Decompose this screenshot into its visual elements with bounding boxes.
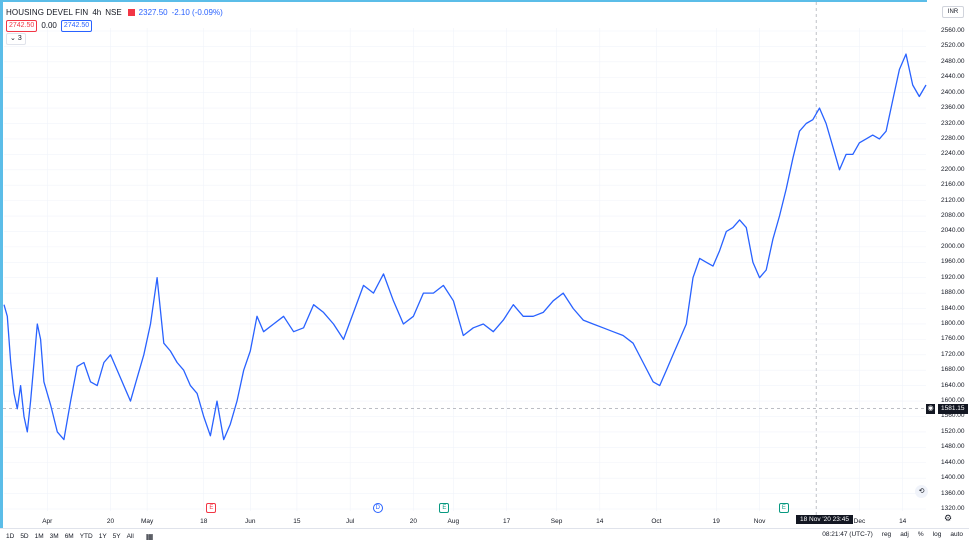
x-tick-label: 18: [200, 518, 208, 525]
y-tick-label: 1920.00: [941, 273, 965, 281]
x-tick-label: Oct: [651, 518, 662, 525]
x-tick-label: 14: [899, 518, 907, 525]
y-tick-label: 1680.00: [941, 366, 965, 374]
x-tick-label: Jul: [346, 518, 355, 525]
y-tick-label: 1600.00: [941, 397, 965, 405]
window-border-left: [0, 0, 3, 543]
range-button-all[interactable]: All: [126, 533, 134, 540]
y-tick-label: 1840.00: [941, 304, 965, 312]
x-tick-label: May: [140, 518, 154, 525]
exchange-label: NSE: [105, 8, 122, 17]
y-tick-label: 1360.00: [941, 489, 965, 497]
y-tick-label: 1760.00: [941, 335, 965, 343]
chevron-down-icon: ⌄: [10, 34, 16, 42]
y-tick-label: 2080.00: [941, 212, 965, 220]
x-tick-label: Nov: [753, 518, 766, 525]
x-tick-label: 17: [502, 518, 511, 525]
earnings-marker[interactable]: E: [439, 503, 450, 513]
last-price: 2327.50: [138, 8, 168, 17]
y-tick-label: 1320.00: [941, 505, 965, 512]
y-tick-label: 1640.00: [941, 381, 965, 389]
y-tick-label: 2160.00: [941, 181, 965, 189]
interval-label[interactable]: 4h: [92, 8, 102, 17]
spread-value: 0.00: [41, 21, 57, 30]
x-tick-label: 20: [409, 518, 418, 525]
x-tick-label: Sep: [550, 518, 563, 525]
y-tick-label: 2480.00: [941, 57, 965, 65]
y-tick-label: 2200.00: [941, 165, 965, 173]
range-button-1m[interactable]: 1M: [34, 533, 44, 540]
x-tick-label: 20: [106, 518, 115, 525]
x-tick-label: Apr: [42, 518, 53, 525]
session-toggle[interactable]: reg: [881, 531, 892, 538]
auto-toggle[interactable]: auto: [950, 531, 963, 538]
indicators-count: 3: [17, 34, 22, 42]
log-toggle[interactable]: log: [932, 531, 942, 538]
range-button-1d[interactable]: 1D: [6, 533, 15, 540]
crosshair-price-label: 1581.15: [938, 404, 968, 414]
x-tick-label: 15: [293, 518, 301, 525]
dividend-marker[interactable]: D: [372, 503, 383, 513]
x-tick-label: Jun: [245, 518, 256, 525]
y-tick-label: 2520.00: [941, 42, 965, 50]
y-tick-label: 2040.00: [941, 227, 965, 235]
range-button-1y[interactable]: 1Y: [98, 533, 107, 540]
bid-price[interactable]: 2742.50: [6, 19, 38, 32]
price-change: -2.10 (-0.09%): [171, 8, 223, 17]
y-tick-label: 2560.00: [941, 27, 965, 34]
range-button-5d[interactable]: 5D: [20, 533, 29, 540]
price-label-menu-icon[interactable]: ◉: [926, 404, 935, 414]
y-tick-label: 1440.00: [941, 458, 965, 466]
y-tick-label: 2120.00: [941, 196, 965, 204]
ask-price[interactable]: 2742.50: [60, 19, 93, 32]
clock-display[interactable]: 08:21:47 (UTC-7): [822, 531, 873, 538]
range-button-6m[interactable]: 6M: [64, 533, 74, 540]
symbol-name[interactable]: HOUSING DEVEL FIN: [6, 8, 89, 17]
y-tick-label: 1520.00: [941, 427, 965, 435]
x-tick-label: 19: [712, 518, 720, 525]
y-tick-label: 2000.00: [941, 242, 965, 250]
y-tick-label: 1880.00: [941, 289, 965, 297]
percent-toggle[interactable]: %: [917, 531, 924, 538]
y-tick-label: 2280.00: [941, 134, 965, 142]
calendar-icon[interactable]: ▦: [145, 532, 154, 541]
y-tick-label: 1800.00: [941, 319, 965, 327]
y-tick-label: 2320.00: [941, 119, 965, 127]
indicators-toggle[interactable]: ⌄ 3: [6, 32, 26, 45]
flag-icon: [127, 9, 135, 16]
chart-grid: [4, 28, 926, 511]
earnings-marker[interactable]: E: [778, 503, 789, 513]
y-tick-label: 2360.00: [941, 104, 965, 112]
x-tick-label: 14: [596, 518, 604, 525]
y-tick-label: 1400.00: [941, 474, 965, 482]
range-button-5y[interactable]: 5Y: [112, 533, 121, 540]
range-button-3m[interactable]: 3M: [49, 533, 59, 540]
earnings-marker[interactable]: E: [206, 503, 217, 513]
y-tick-label: 2440.00: [941, 73, 965, 81]
crosshair-time-label: 18 Nov '20 23:45: [796, 515, 853, 524]
chart-legend: HOUSING DEVEL FIN 4h NSE 2327.50 -2.10 (…: [6, 6, 223, 45]
currency-button[interactable]: INR: [942, 6, 964, 18]
range-button-ytd[interactable]: YTD: [79, 533, 93, 540]
y-tick-label: 2240.00: [941, 150, 965, 158]
y-tick-label: 1960.00: [941, 258, 965, 266]
y-tick-label: 1720.00: [941, 350, 965, 358]
gear-icon[interactable]: ⚙: [944, 513, 953, 523]
x-tick-label: Aug: [447, 518, 460, 525]
price-series-line: [3, 53, 927, 441]
y-tick-label: 1560.00: [941, 412, 965, 420]
price-axis[interactable]: [927, 0, 969, 520]
window-border-top: [0, 0, 969, 2]
bottom-toolbar: 1D 5D 1M 3M 6M YTD 1Y 5Y All ▦ 08:21:47 (UTC-7) …: [0, 528, 969, 544]
y-tick-label: 1480.00: [941, 443, 965, 451]
reset-chart-icon[interactable]: ⟲: [915, 485, 928, 498]
adjust-toggle[interactable]: adj: [900, 531, 909, 538]
y-tick-label: 2400.00: [941, 88, 965, 96]
x-tick-label: Dec: [853, 518, 866, 525]
